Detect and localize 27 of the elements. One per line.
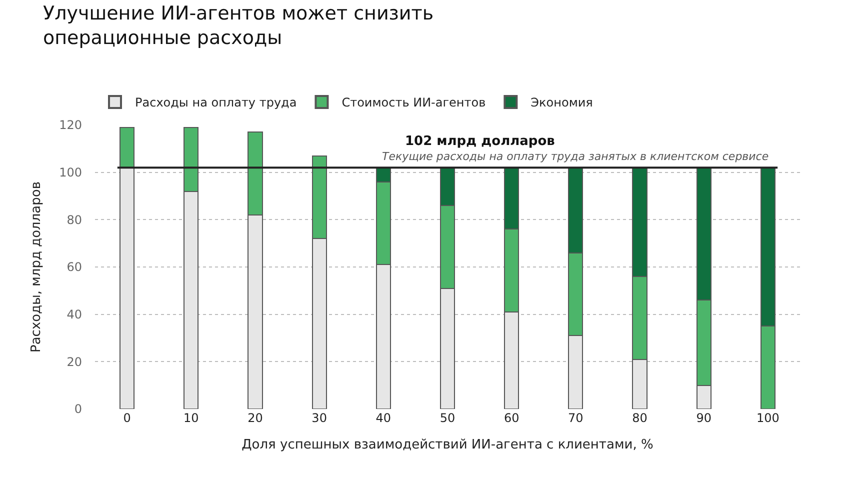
x-tick-label: 40 [376, 411, 392, 425]
x-tick-label: 20 [248, 411, 263, 425]
x-axis-title: Доля успешных взаимодействий ИИ-агента с клиентами, % [242, 438, 654, 453]
bar [120, 126, 135, 168]
bar [120, 167, 135, 409]
y-tick-label: 80 [66, 212, 82, 227]
chart-title: Улучшение ИИ-агентов может снизить операционные расходы [43, 2, 434, 50]
annotation: Текущие расходы на оплату труда занятых в клиентском сервисе [382, 150, 769, 163]
x-tick-label: 80 [632, 411, 648, 425]
y-tick-label: 20 [66, 354, 82, 369]
y-tick-label: 60 [66, 260, 82, 274]
legend-label: Экономия [530, 96, 593, 110]
x-tick-label: 0 [123, 411, 131, 425]
y-axis-title: Расходы, млрд долларов [29, 182, 44, 352]
x-tick-label: 50 [440, 411, 456, 425]
x-tick-label: 10 [184, 411, 199, 425]
x-tick-label: 90 [696, 411, 712, 425]
y-tick-label: 120 [59, 118, 82, 132]
x-tick-label: 70 [568, 411, 584, 425]
legend-label: Стоимость ИИ-агентов [342, 96, 486, 110]
y-tick-label: 40 [66, 308, 82, 322]
x-tick-label: 100 [756, 411, 780, 425]
ref-line-label: 102 млрд долларов [405, 134, 555, 149]
x-tick-label: 30 [312, 411, 327, 425]
legend-label: Расходы на оплату труда [135, 96, 297, 110]
y-tick-label: 100 [59, 166, 82, 180]
x-tick-label: 60 [504, 411, 520, 425]
